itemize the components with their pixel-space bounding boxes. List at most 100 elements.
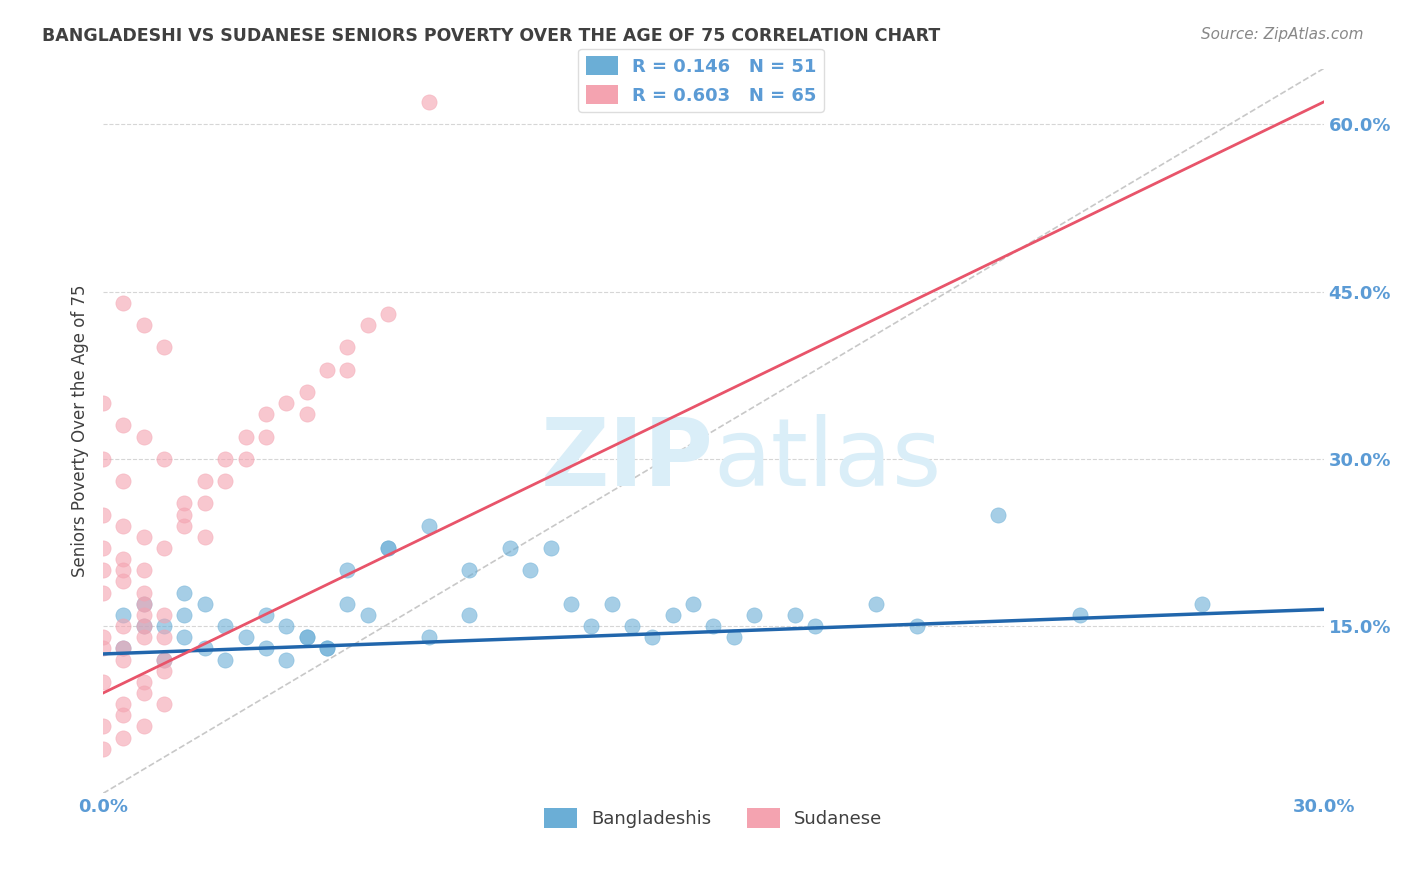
Point: [418, 630, 440, 644]
Point: [112, 295, 135, 310]
Point: [723, 630, 745, 644]
Point: [112, 574, 135, 589]
Point: [153, 664, 176, 678]
Point: [194, 496, 217, 510]
Point: [560, 597, 582, 611]
Text: BANGLADESHI VS SUDANESE SENIORS POVERTY OVER THE AGE OF 75 CORRELATION CHART: BANGLADESHI VS SUDANESE SENIORS POVERTY …: [42, 27, 941, 45]
Point: [91, 563, 114, 577]
Point: [458, 607, 481, 622]
Point: [295, 384, 318, 399]
Point: [132, 607, 155, 622]
Point: [153, 607, 176, 622]
Point: [91, 585, 114, 599]
Point: [132, 674, 155, 689]
Point: [153, 652, 176, 666]
Point: [540, 541, 562, 555]
Point: [315, 641, 337, 656]
Point: [91, 741, 114, 756]
Point: [153, 541, 176, 555]
Point: [356, 318, 378, 332]
Point: [621, 619, 644, 633]
Point: [173, 518, 195, 533]
Point: [295, 407, 318, 421]
Point: [336, 362, 359, 376]
Point: [336, 340, 359, 354]
Point: [132, 563, 155, 577]
Point: [336, 597, 359, 611]
Point: [377, 541, 399, 555]
Point: [194, 474, 217, 488]
Point: [132, 597, 155, 611]
Point: [173, 630, 195, 644]
Point: [112, 641, 135, 656]
Point: [295, 630, 318, 644]
Point: [173, 508, 195, 522]
Point: [91, 541, 114, 555]
Point: [418, 518, 440, 533]
Point: [91, 641, 114, 656]
Point: [153, 340, 176, 354]
Point: [132, 719, 155, 733]
Point: [235, 451, 257, 466]
Point: [254, 407, 277, 421]
Point: [783, 607, 806, 622]
Point: [214, 652, 236, 666]
Point: [132, 619, 155, 633]
Point: [132, 530, 155, 544]
Point: [112, 708, 135, 723]
Point: [153, 619, 176, 633]
Point: [315, 362, 337, 376]
Point: [153, 652, 176, 666]
Point: [91, 719, 114, 733]
Point: [112, 418, 135, 433]
Point: [91, 451, 114, 466]
Text: atlas: atlas: [713, 414, 942, 506]
Point: [112, 731, 135, 745]
Point: [132, 429, 155, 443]
Text: Source: ZipAtlas.com: Source: ZipAtlas.com: [1201, 27, 1364, 42]
Point: [315, 641, 337, 656]
Point: [194, 597, 217, 611]
Point: [112, 552, 135, 566]
Point: [1069, 607, 1091, 622]
Point: [132, 585, 155, 599]
Point: [276, 652, 298, 666]
Point: [112, 619, 135, 633]
Point: [581, 619, 603, 633]
Point: [214, 619, 236, 633]
Point: [742, 607, 765, 622]
Point: [377, 541, 399, 555]
Point: [112, 652, 135, 666]
Point: [254, 641, 277, 656]
Point: [132, 597, 155, 611]
Point: [153, 697, 176, 711]
Point: [1191, 597, 1213, 611]
Point: [865, 597, 887, 611]
Point: [458, 563, 481, 577]
Point: [336, 563, 359, 577]
Point: [153, 630, 176, 644]
Point: [91, 508, 114, 522]
Point: [905, 619, 928, 633]
Point: [173, 607, 195, 622]
Point: [112, 607, 135, 622]
Point: [153, 451, 176, 466]
Point: [641, 630, 664, 644]
Text: ZIP: ZIP: [540, 414, 713, 506]
Point: [173, 496, 195, 510]
Point: [600, 597, 623, 611]
Point: [499, 541, 522, 555]
Point: [214, 474, 236, 488]
Point: [194, 530, 217, 544]
Point: [91, 396, 114, 410]
Point: [682, 597, 704, 611]
Point: [356, 607, 378, 622]
Point: [276, 396, 298, 410]
Point: [132, 630, 155, 644]
Point: [91, 674, 114, 689]
Point: [132, 619, 155, 633]
Point: [132, 318, 155, 332]
Point: [214, 451, 236, 466]
Point: [112, 563, 135, 577]
Point: [112, 697, 135, 711]
